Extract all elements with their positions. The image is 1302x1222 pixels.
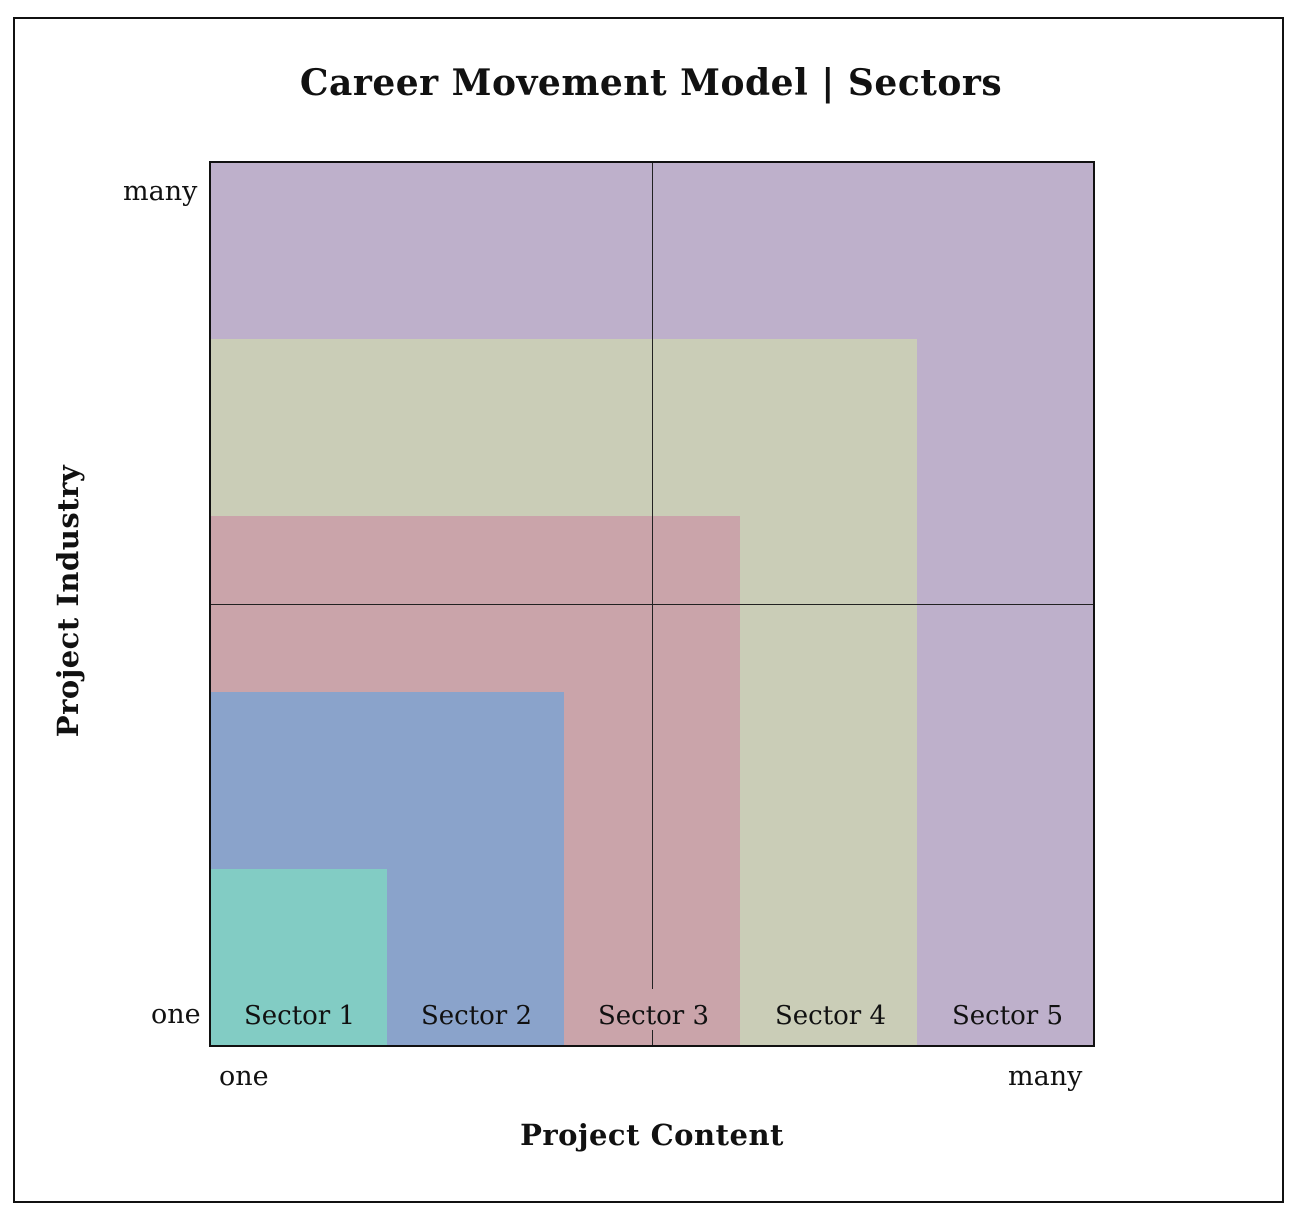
y-axis-label: Project Industry (51, 464, 85, 738)
center-horizontal-line (211, 604, 1093, 605)
x-tick-one: one (219, 1061, 269, 1092)
sector-2-label: Sector 2 (420, 1001, 533, 1031)
sector-3-label: Sector 3 (597, 1001, 710, 1031)
sector-plot: Sector 1 Sector 2 Sector 3 Sector 4 Sect… (209, 161, 1095, 1047)
diagram-title: Career Movement Model | Sectors (299, 62, 1003, 104)
sector-4-label: Sector 4 (774, 1001, 887, 1031)
center-vertical-line (652, 163, 653, 989)
x-axis-label: Project Content (520, 1118, 784, 1152)
y-tick-many: many (123, 176, 198, 207)
y-tick-one: one (151, 999, 201, 1030)
sector-1-label: Sector 1 (243, 1001, 356, 1031)
sector-1-region (211, 869, 387, 1045)
sector-5-label: Sector 5 (951, 1001, 1064, 1031)
center-vertical-line-lower (652, 1030, 653, 1045)
x-tick-many: many (1008, 1061, 1083, 1092)
